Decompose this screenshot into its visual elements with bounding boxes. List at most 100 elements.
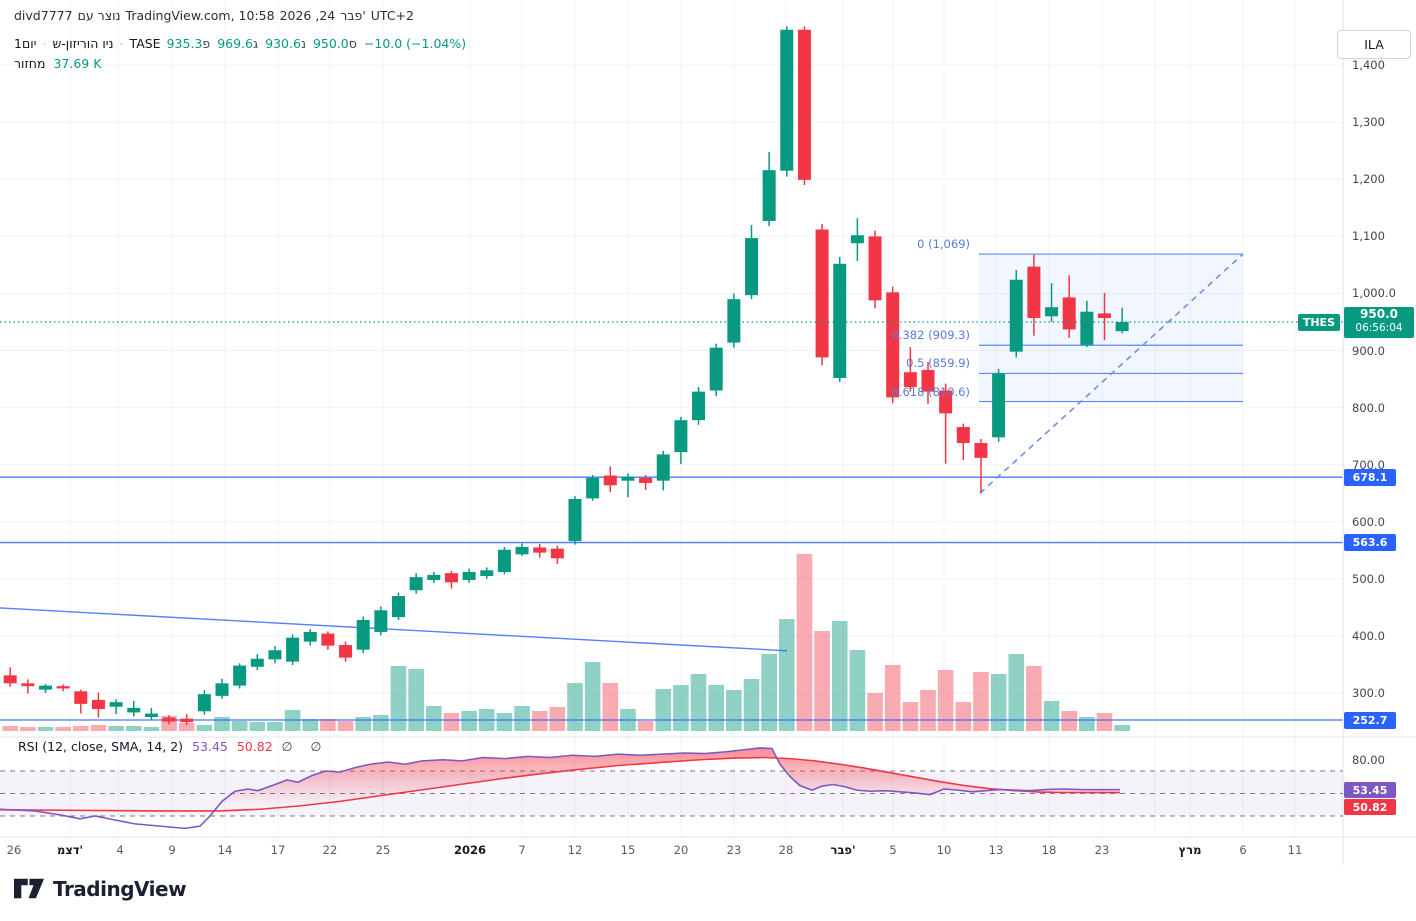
candle-body: [286, 637, 300, 662]
ohlc-close: ס950.0: [313, 36, 358, 51]
volume-bar: [867, 693, 883, 731]
rsi-sma-line: [0, 756, 1121, 812]
legend-timeframe[interactable]: 1יום: [14, 36, 37, 51]
candle-body: [762, 170, 776, 221]
volume-bar: [637, 721, 654, 731]
fib-level-label: 0.618 (810.6): [891, 384, 970, 399]
candle-body: [480, 570, 494, 577]
volume-bar: [320, 719, 336, 731]
candle-body: [215, 683, 229, 696]
level-price-box: 678.1: [1344, 469, 1396, 486]
candle-body: [515, 546, 529, 555]
candle-body: [727, 299, 741, 343]
volume-bar: [990, 674, 1007, 731]
ohlc-high: ג969.6: [217, 36, 259, 51]
candle-body: [621, 476, 635, 481]
time-axis-label: 4: [116, 843, 124, 857]
time-axis-label: מרץ: [1178, 843, 1202, 857]
candle-body: [1080, 311, 1094, 345]
candle-body: [639, 477, 653, 483]
price-axis-label: 800.0: [1352, 400, 1385, 415]
price-axis-label: 300.0: [1352, 686, 1385, 701]
candle-body: [444, 573, 458, 583]
candle-body: [303, 631, 317, 642]
candle-body: [197, 694, 211, 712]
level-price-value: 252.7: [1352, 714, 1388, 727]
ohlc-open-key: פ: [202, 36, 211, 51]
rsi-title[interactable]: RSI (12, close, SMA, 14, 2): [18, 739, 184, 754]
volume-bar: [831, 621, 848, 731]
volume-bar: [55, 727, 71, 731]
candle-body: [797, 29, 811, 180]
volume-bar: [73, 726, 89, 731]
candle-body: [1115, 322, 1129, 332]
level-price-value: 678.1: [1352, 471, 1388, 484]
candle-body: [56, 686, 70, 689]
symbol-search-box[interactable]: ILA: [1337, 30, 1411, 59]
candle-body: [1045, 307, 1059, 317]
time-axis-label: פבר': [830, 843, 856, 857]
volume-bar: [514, 706, 530, 731]
volume-bar: [690, 674, 707, 731]
ohlc-open: פ935.3: [167, 36, 212, 51]
trendline-drawing[interactable]: [0, 607, 788, 652]
current-price: 950.0: [1360, 307, 1398, 321]
price-axis-label: 1,000.0: [1352, 286, 1396, 301]
volume-bar: [20, 727, 36, 731]
candle-body: [427, 574, 441, 581]
time-axis-label: 10: [936, 843, 952, 857]
attribution-token: TradingView.com, 10:58: [125, 8, 275, 23]
volume-bar: [937, 670, 954, 731]
volume-bar: [1079, 717, 1095, 731]
candle-body: [109, 702, 123, 707]
fib-diagonal-dashed-line[interactable]: [979, 253, 1244, 494]
volume-bar: [178, 723, 195, 731]
tradingview-logo[interactable]: TradingView: [14, 876, 187, 901]
price-axis-label: 1,400: [1352, 58, 1385, 73]
rsi-line: [0, 747, 1121, 830]
legend-symbol-name[interactable]: ניו הוריזון-ש: [52, 36, 114, 51]
fib-level-label: 0.5 (859.9): [906, 356, 970, 371]
time-axis-label: 17: [270, 843, 286, 857]
candle-body: [127, 707, 141, 713]
volume-bar: [1026, 666, 1042, 731]
candle-body: [356, 619, 370, 650]
volume-bar: [390, 666, 407, 731]
volume-bar: [955, 702, 972, 731]
time-axis-label: 23: [1094, 843, 1110, 857]
candle-body: [268, 650, 282, 660]
rsi-value-box: 53.45: [1344, 782, 1396, 798]
volume-bar: [37, 727, 54, 731]
rsi-box-value: 53.45: [1352, 783, 1388, 797]
time-axis-label: 12: [567, 843, 583, 857]
symbol-legend: 1יום · ניו הוריזון-ש · TASE פ935.3 ג969.…: [14, 36, 466, 51]
candle-body: [374, 610, 388, 632]
price-change: −10.0 (−1.04%): [363, 36, 467, 51]
fib-zone-fill: [979, 254, 1243, 402]
time-axis-label: 7: [518, 843, 526, 857]
candle-body: [815, 229, 829, 358]
candle-body: [462, 572, 476, 581]
time-axis-label: 26: [6, 843, 22, 857]
volume-bar: [884, 665, 901, 731]
volume-bar: [549, 707, 566, 731]
volume-bar: [108, 726, 124, 731]
volume-bar: [443, 713, 460, 731]
time-axis-label: 28: [778, 843, 794, 857]
rsi-sma-value: 50.82: [236, 739, 273, 754]
price-axis-label: 1,200: [1352, 172, 1385, 187]
candle-body: [939, 390, 953, 414]
candle-body: [392, 595, 405, 618]
legend-exchange: TASE: [129, 36, 161, 51]
candle-body: [974, 443, 988, 458]
symbol-search-text: ILA: [1364, 37, 1384, 52]
volume-bar: [602, 683, 619, 731]
bar-countdown: 06:56:04: [1355, 322, 1403, 334]
ohlc-close-key: ס: [348, 36, 357, 51]
candle-body: [550, 548, 564, 559]
tradingview-logo-text: TradingView: [53, 876, 187, 901]
chart-canvas[interactable]: [0, 0, 1416, 870]
candle-body: [39, 685, 52, 690]
candle-body: [233, 665, 247, 686]
candle-body: [674, 420, 688, 453]
